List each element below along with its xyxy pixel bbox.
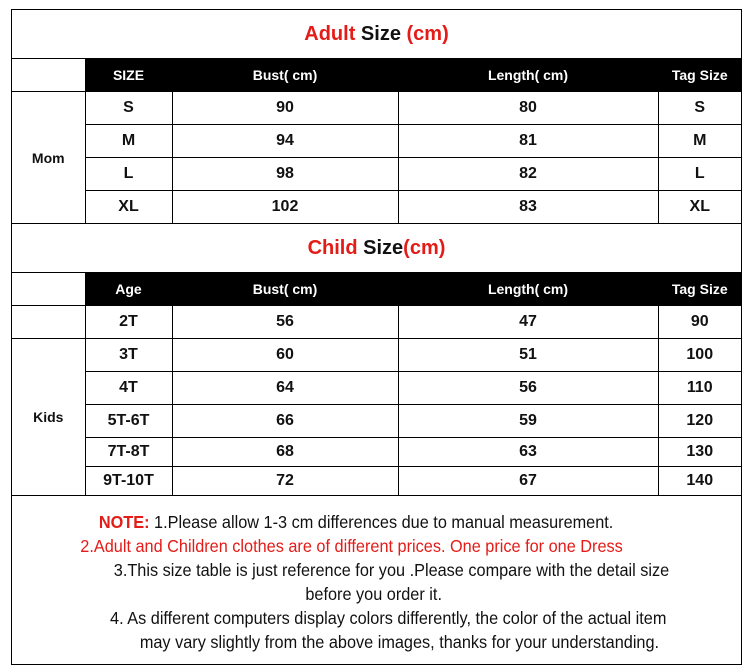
cell: 63 xyxy=(397,437,659,467)
note-line-1: NOTE: 1.Please allow 1-3 cm differences … xyxy=(38,510,716,534)
cell: 72 xyxy=(171,466,399,496)
cell: XL xyxy=(84,190,173,224)
table-row: Mom S 90 80 S xyxy=(12,91,742,224)
note-text: 1.Please allow 1-3 cm differences due to… xyxy=(149,512,614,532)
cell: 5T-6T xyxy=(84,404,173,438)
cell: 81 xyxy=(397,124,659,158)
header-length: Length( cm) xyxy=(397,272,659,306)
cell: 102 xyxy=(171,190,399,224)
title-unit: (cm) xyxy=(406,22,449,45)
table-row: M 94 81 M xyxy=(12,124,742,158)
title-child: Child xyxy=(307,236,358,259)
notes-section: NOTE: 1.Please allow 1-3 cm differences … xyxy=(38,496,716,664)
cell: 47 xyxy=(397,305,659,339)
cell: 120 xyxy=(657,404,742,438)
cell: M xyxy=(84,124,173,158)
header-age: Age xyxy=(84,272,173,306)
table-row: Kids 3T 60 51 100 xyxy=(12,338,742,496)
cell: 140 xyxy=(657,466,742,496)
header-bust: Bust( cm) xyxy=(171,272,399,306)
header-blank xyxy=(12,58,86,92)
cell: 80 xyxy=(397,91,659,125)
header-bust: Bust( cm) xyxy=(171,58,399,92)
header-tag-size: Tag Size xyxy=(657,58,742,92)
note-label: NOTE: xyxy=(98,512,150,532)
cell: 68 xyxy=(171,437,399,467)
title-adult: Adult xyxy=(304,22,356,45)
title-size: Size xyxy=(355,22,407,45)
group-label-kids: Kids xyxy=(12,338,86,496)
title-size: Size xyxy=(357,236,404,259)
adult-size-title: Adult Size (cm) xyxy=(12,10,742,59)
cell: 98 xyxy=(171,157,399,191)
table-row: XL 102 83 XL xyxy=(12,190,742,224)
child-header-row: Age Bust( cm) Length( cm) Tag Size xyxy=(12,272,742,306)
cell: 51 xyxy=(397,338,659,372)
cell: 67 xyxy=(397,466,659,496)
child-size-title: Child Size(cm) xyxy=(12,223,742,273)
cell: 100 xyxy=(657,338,742,372)
cell: 90 xyxy=(171,91,399,125)
cell: 9T-10T xyxy=(84,466,173,496)
cell: L xyxy=(657,157,742,191)
cell: S xyxy=(84,91,173,125)
title-unit: (cm) xyxy=(403,236,446,259)
table-row: 9T-10T 72 67 140 xyxy=(12,466,742,496)
note-line-2: 2.Adult and Children clothes are of diff… xyxy=(80,536,623,556)
table-row: 7T-8T 68 63 130 xyxy=(12,437,742,467)
cell: 56 xyxy=(171,305,399,339)
header-length: Length( cm) xyxy=(397,58,659,92)
cell: XL xyxy=(657,190,742,224)
header-tag-size: Tag Size xyxy=(657,272,742,306)
cell: M xyxy=(657,124,742,158)
table-row: L 98 82 L xyxy=(12,157,742,191)
table-row: 2T 56 47 90 xyxy=(12,305,742,339)
note-line-3b: before you order it. xyxy=(305,584,442,604)
cell: 66 xyxy=(171,404,399,438)
cell: S xyxy=(657,91,742,125)
cell: 94 xyxy=(171,124,399,158)
size-table: Adult Size (cm) SIZE Bust( cm) Length( c… xyxy=(12,10,742,496)
cell: 90 xyxy=(657,305,742,339)
cell: 59 xyxy=(397,404,659,438)
cell: L xyxy=(84,157,173,191)
cell: 2T xyxy=(84,305,173,339)
note-line-4: 4. As different computers display colors… xyxy=(110,608,667,628)
header-blank xyxy=(12,272,86,306)
cell: 3T xyxy=(84,338,173,372)
size-chart: Adult Size (cm) SIZE Bust( cm) Length( c… xyxy=(11,9,742,665)
cell: 4T xyxy=(84,371,173,405)
note-line-4b: may vary slightly from the above images,… xyxy=(139,632,660,652)
cell: 130 xyxy=(657,437,742,467)
table-row: 5T-6T 66 59 120 xyxy=(12,404,742,438)
note-line-3: 3.This size table is just reference for … xyxy=(113,560,670,580)
header-size: SIZE xyxy=(84,58,173,92)
group-label-mom: Mom xyxy=(12,91,86,224)
cell: 64 xyxy=(171,371,399,405)
cell: 7T-8T xyxy=(84,437,173,467)
cell: 56 xyxy=(397,371,659,405)
cell: 110 xyxy=(657,371,742,405)
cell: 83 xyxy=(397,190,659,224)
cell: 82 xyxy=(397,157,659,191)
table-row: 4T 64 56 110 xyxy=(12,371,742,405)
cell-blank xyxy=(12,305,86,339)
adult-header-row: SIZE Bust( cm) Length( cm) Tag Size xyxy=(12,58,742,92)
cell: 60 xyxy=(171,338,399,372)
